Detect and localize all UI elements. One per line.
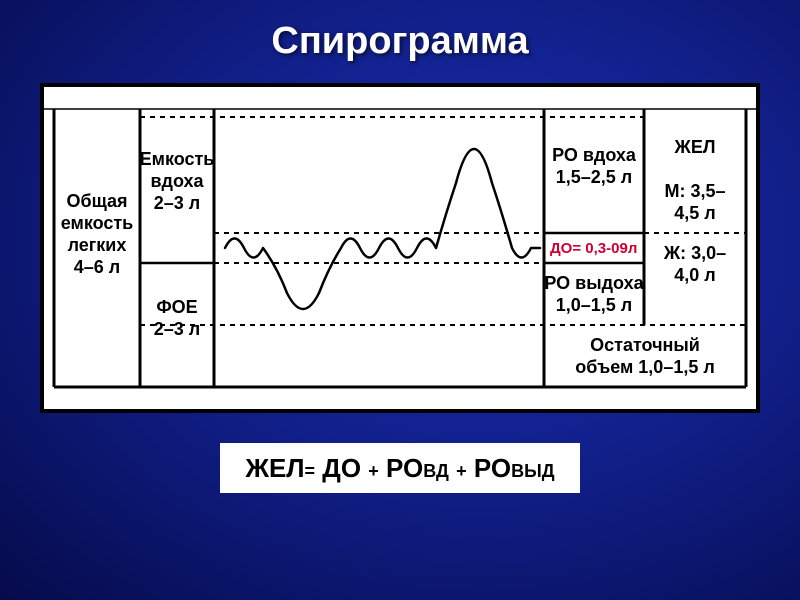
formula-p2: +: [456, 461, 467, 481]
formula-t3s: ВЫД: [511, 461, 554, 481]
formula-eq: =: [305, 461, 316, 481]
svg-text:4,0 л: 4,0 л: [674, 265, 715, 285]
svg-text:4,5 л: 4,5 л: [674, 203, 715, 223]
svg-text:4–6 л: 4–6 л: [74, 257, 120, 277]
svg-text:1,5–2,5 л: 1,5–2,5 л: [556, 167, 633, 187]
svg-text:Общая: Общая: [66, 191, 127, 211]
formula-box: ЖЕЛ= ДО + РОВД + РОВЫД: [220, 443, 580, 493]
svg-text:объем 1,0–1,5 л: объем 1,0–1,5 л: [575, 357, 715, 377]
svg-text:М: 3,5–: М: 3,5–: [664, 181, 725, 201]
formula-p1: +: [368, 461, 379, 481]
spirogram-diagram: Общаяемкостьлегких4–6 лЕмкостьвдоха2–3 л…: [40, 83, 760, 413]
page-title: Спирограмма: [0, 20, 800, 63]
formula-lhs: ЖЕЛ: [245, 453, 304, 483]
svg-text:ДО= 0,3-09л: ДО= 0,3-09л: [550, 240, 637, 257]
svg-text:РО вдоха: РО вдоха: [552, 145, 637, 165]
formula-t3: РО: [474, 453, 511, 483]
svg-text:ФОЕ: ФОЕ: [156, 297, 197, 317]
svg-text:2–3 л: 2–3 л: [154, 319, 200, 339]
svg-text:Емкость: Емкость: [140, 149, 215, 169]
svg-text:ЖЕЛ: ЖЕЛ: [674, 137, 716, 157]
svg-text:1,0–1,5 л: 1,0–1,5 л: [556, 295, 633, 315]
svg-text:легких: легких: [68, 235, 127, 255]
svg-text:2–3 л: 2–3 л: [154, 193, 200, 213]
formula-t1: ДО: [322, 453, 361, 483]
svg-text:Ж: 3,0–: Ж: 3,0–: [663, 243, 726, 263]
svg-text:емкость: емкость: [61, 213, 134, 233]
svg-text:Остаточный: Остаточный: [590, 335, 700, 355]
formula-t2s: ВД: [423, 461, 449, 481]
formula-t2: РО: [386, 453, 423, 483]
spirogram-svg: Общаяемкостьлегких4–6 лЕмкостьвдоха2–3 л…: [44, 87, 756, 409]
svg-text:РО выдоха: РО выдоха: [544, 273, 644, 293]
svg-text:вдоха: вдоха: [150, 171, 204, 191]
